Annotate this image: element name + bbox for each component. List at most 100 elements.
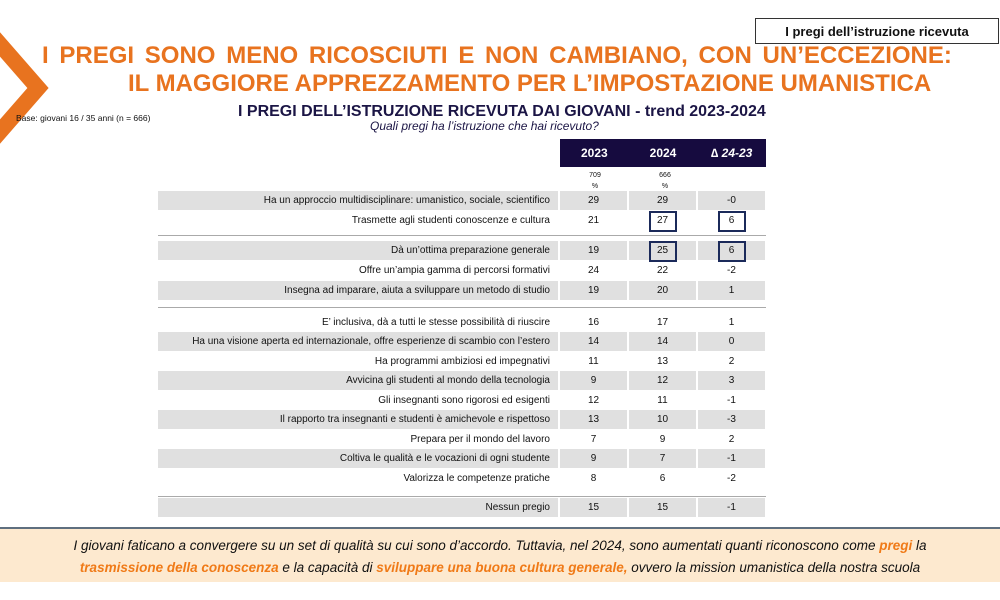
table-row: Trasmette agli studenti conoscenze e cul… (158, 211, 766, 232)
cell-value: 15 (629, 498, 696, 517)
cell-value: 11 (560, 352, 627, 371)
page-title-line2: IL MAGGIORE APPREZZAMENTO PER L’IMPOSTAZ… (128, 70, 932, 97)
title-word: CAMBIANO, (549, 42, 688, 69)
title-word: I (42, 42, 49, 69)
table-row: E’ inclusiva, dà a tutti le stesse possi… (158, 313, 766, 332)
value-text: 27 (648, 211, 677, 232)
table-row: Offre un’ampia gamma di percorsi formati… (158, 261, 766, 280)
table-row: Il rapporto tra insegnanti e studenti è … (158, 410, 766, 429)
row-label: Gli insegnanti sono rigorosi ed esigenti (378, 395, 550, 406)
value-text: 2 (728, 356, 735, 367)
base-unit: % (661, 183, 669, 190)
title-word: NON (485, 42, 539, 69)
cell-value: 29 (629, 191, 696, 210)
title-word: PREGI (59, 42, 135, 69)
cell-value: 2 (698, 352, 765, 371)
base-n: 666 (659, 172, 671, 179)
value-text: 7 (590, 434, 597, 445)
cell-value: 6 (698, 211, 765, 232)
table-row: Insegna ad imparare, aiuta a sviluppare … (158, 281, 766, 300)
row-label: Insegna ad imparare, aiuta a sviluppare … (158, 281, 558, 300)
table-row: Coltiva le qualità e le vocazioni di ogn… (158, 449, 766, 468)
value-text: 22 (656, 265, 669, 276)
cell-value: -1 (698, 498, 765, 517)
cell-value: -0 (698, 191, 765, 210)
value-text: 13 (656, 356, 669, 367)
cell-value: 17 (629, 313, 696, 332)
value-text: 8 (590, 473, 597, 484)
value-text: 29 (656, 195, 669, 206)
cell-value: 29 (560, 191, 627, 210)
table-row: Ha una visione aperta ed internazionale,… (158, 332, 766, 351)
table-row: Valorizza le competenze pratiche 8 6 -2 (158, 469, 766, 488)
cell-value: 27 (629, 211, 696, 232)
cell-value: 16 (560, 313, 627, 332)
cell-value: 24 (560, 261, 627, 280)
value-text: 0 (728, 336, 735, 347)
divider (158, 235, 766, 236)
value-text: -1 (727, 395, 736, 406)
row-label: Ha una visione aperta ed internazionale,… (158, 332, 558, 351)
col-2024: 2024 (649, 146, 677, 160)
value-text: -2 (727, 473, 736, 484)
value-text: -0 (727, 195, 736, 206)
cell-value: 19 (560, 281, 627, 300)
row-label: Nessun pregio (158, 498, 558, 517)
title-word: SONO (144, 42, 216, 69)
value-text: 1 (728, 285, 735, 296)
value-text: 6 (717, 241, 746, 262)
cell-value: 13 (560, 410, 627, 429)
title-word: UN’ECCEZIONE: (762, 42, 952, 69)
cell-value: 3 (698, 371, 765, 390)
value-text: 10 (656, 414, 669, 425)
cell-value: 7 (560, 430, 627, 449)
page-title-line1: I PREGI SONO MENO RICOSCIUTI E NON CAMBIANO, CON… (42, 42, 952, 70)
value-text: 17 (656, 317, 669, 328)
row-label: Il rapporto tra insegnanti e studenti è … (158, 410, 558, 429)
cell-value: 19 (560, 241, 627, 260)
value-text: 3 (728, 375, 735, 386)
chevron-decoration-icon (0, 32, 49, 144)
table-row: Gli insegnanti sono rigorosi ed esigenti… (158, 391, 766, 410)
value-text: 2 (728, 434, 735, 445)
cell-value: 13 (629, 352, 696, 371)
col-delta: ∆ 24-23 (710, 146, 753, 160)
value-text: 14 (656, 336, 669, 347)
value-text: 20 (656, 285, 669, 296)
row-label: Trasmette agli studenti conoscenze e cul… (351, 215, 550, 226)
table-row: Ha programmi ambiziosi ed impegnativi 11 1… (158, 352, 766, 371)
note-highlight: sviluppare una buona cultura generale, (376, 560, 628, 575)
note-text: I giovani faticano a convergere su un se… (73, 538, 880, 553)
question: Quali pregi ha l’istruzione che hai rice… (370, 119, 599, 133)
cell-value: -2 (698, 261, 765, 280)
cell-value: 14 (629, 332, 696, 351)
col-2023: 2023 (580, 146, 608, 160)
cell-value: 1 (698, 281, 765, 300)
row-label: E’ inclusiva, dà a tutti le stesse possi… (321, 317, 550, 328)
value-text: -2 (727, 265, 736, 276)
table-row: Nessun pregio 15 15 -1 (158, 498, 766, 517)
table-row: Avvicina gli studenti al mondo della tec… (158, 371, 766, 390)
title-word: MENO (226, 42, 299, 69)
value-text: 24 (587, 265, 600, 276)
note-text: e la capacità di (278, 560, 377, 575)
value-text: 16 (587, 317, 600, 328)
row-label: Coltiva le qualità e le vocazioni di ogn… (158, 449, 558, 468)
value-text: 11 (657, 395, 668, 406)
value-text: 6 (659, 473, 666, 484)
cell-value: 7 (629, 449, 696, 468)
cell-value: 14 (560, 332, 627, 351)
table-row: Dà un’ottima preparazione generale 19 25 6 (158, 241, 766, 262)
cell-value: 9 (560, 449, 627, 468)
cell-value: -1 (698, 391, 765, 410)
value-text: -1 (727, 502, 736, 513)
value-text: 9 (590, 453, 597, 464)
note-highlight: trasmissione della conoscenza (79, 560, 279, 575)
cell-value: 21 (560, 211, 627, 230)
divider (158, 307, 766, 308)
cell-value: 9 (629, 430, 696, 449)
value-text: 13 (587, 414, 600, 425)
value-text: 19 (587, 245, 600, 256)
title-word: CON (698, 42, 752, 69)
value-text: 6 (717, 211, 746, 232)
